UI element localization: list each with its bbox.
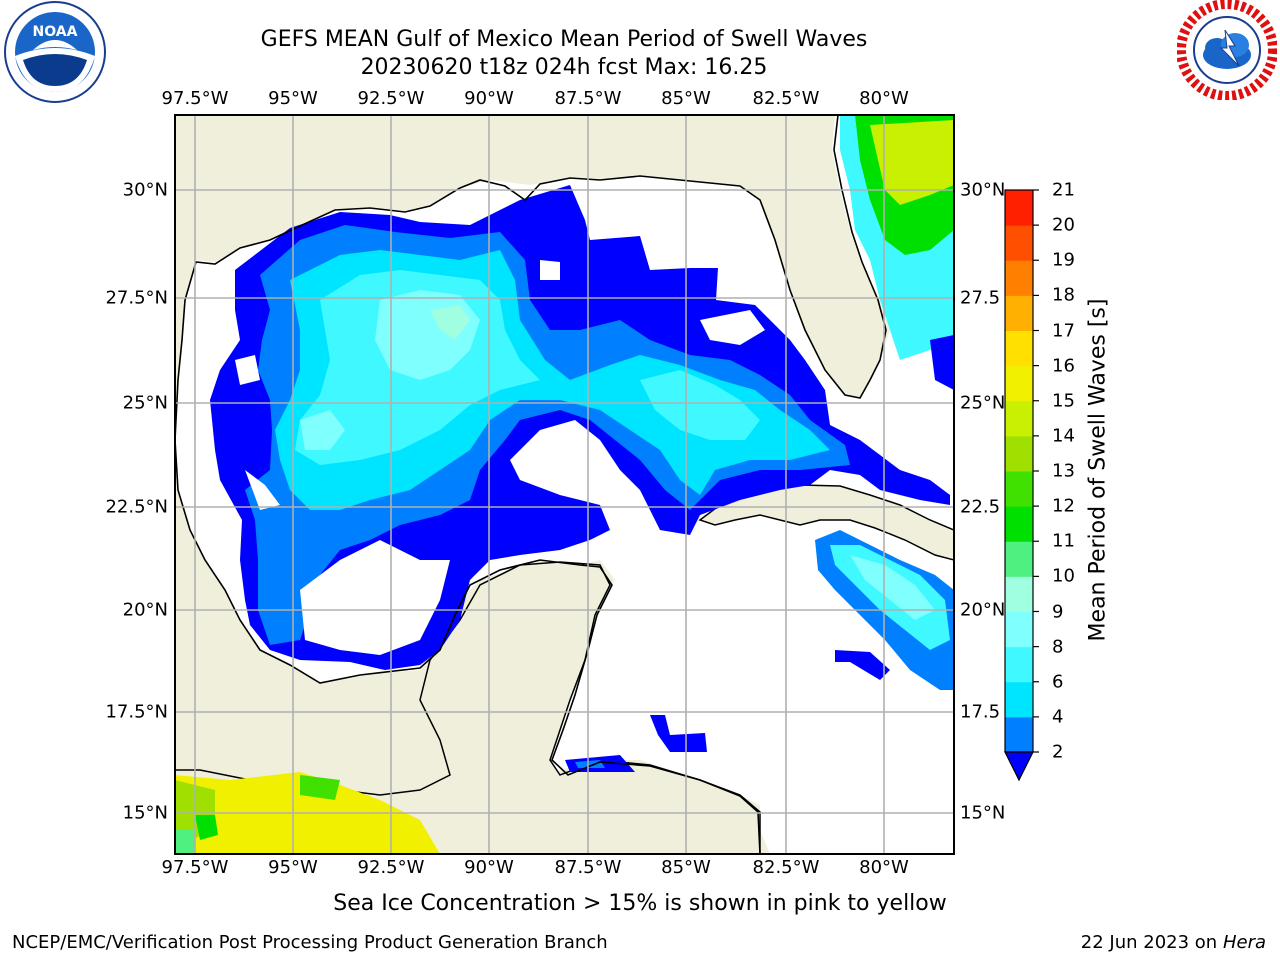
colorbar-tick-label: 17 [1052, 320, 1075, 341]
lon-label-top: 97.5°W [161, 88, 229, 109]
colorbar-segment [1005, 541, 1033, 577]
colorbar-tick-label: 21 [1052, 179, 1075, 201]
colorbar-segment [1005, 471, 1033, 507]
chart-title: GEFS MEAN Gulf of Mexico Mean Period of … [260, 27, 868, 52]
lat-label-left: 15°N [122, 802, 168, 824]
lon-label-top: 90°W [464, 88, 514, 109]
colorbar-tick-label: 8 [1052, 636, 1064, 658]
graticule [175, 115, 954, 854]
lon-label-top: 82.5°W [752, 88, 820, 109]
colorbar-segment [1005, 435, 1033, 472]
lon-label-bottom: 95°W [268, 857, 318, 878]
colorbar-segment [1005, 576, 1033, 612]
credit-line: NCEP/EMC/Verification Post Processing Pr… [12, 932, 608, 953]
chart-subtitle: 20230620 t18z 024h fcst Max: 16.25 [360, 55, 768, 80]
lat-label-right: 27.5 [960, 287, 1001, 309]
noaa-logo: NOAA [4, 1, 106, 103]
lon-label-bottom: 92.5°W [357, 857, 425, 878]
lat-label-right: 20°N [960, 599, 1006, 621]
lon-label-top: 80°W [859, 88, 909, 109]
colorbar-segment [1005, 400, 1033, 437]
lat-label-left: 22.5°N [105, 496, 168, 518]
colorbar-segment [1005, 260, 1033, 296]
lon-label-bottom: 87.5°W [554, 857, 622, 878]
map-frame [174, 114, 955, 855]
colorbar-segment [1005, 506, 1033, 542]
lon-label-top: 85°W [661, 88, 711, 109]
colorbar-segment [1005, 190, 1033, 226]
lat-label-right: 17.5 [960, 701, 1001, 723]
nws-logo [1177, 0, 1277, 100]
colorbar-segment [1005, 681, 1033, 718]
colorbar-tick-label: 15 [1052, 390, 1075, 412]
svg-text:NOAA: NOAA [33, 24, 78, 40]
colorbar-segment [1005, 646, 1033, 683]
lat-label-left: 20°N [122, 599, 168, 621]
lat-label-left: 27.5°N [105, 287, 168, 309]
colorbar-tick-label: 14 [1052, 425, 1075, 447]
run-date: 22 Jun 2023 on Hera [1080, 932, 1266, 953]
lat-label-right: 25°N [960, 392, 1006, 414]
colorbar-tick-label: 2 [1052, 741, 1064, 763]
lat-label-left: 17.5°N [105, 701, 168, 723]
colorbar-segment [1005, 295, 1033, 331]
lat-label-left: 25°N [122, 392, 168, 414]
colorbar-segment [1005, 716, 1033, 753]
cuba [698, 484, 954, 561]
lon-label-bottom: 97.5°W [161, 857, 229, 878]
lon-label-bottom: 82.5°W [752, 857, 820, 878]
lon-label-top: 92.5°W [357, 88, 425, 109]
sea-ice-note: Sea Ice Concentration > 15% is shown in … [333, 891, 947, 916]
colorbar-tick-label: 13 [1052, 460, 1075, 482]
colorbar-tick-label: 12 [1052, 495, 1075, 517]
colorbar-segment [1005, 611, 1033, 648]
colorbar-segment [1005, 225, 1033, 261]
colorbar-segment [1005, 330, 1033, 367]
colorbar-tick-label: 16 [1052, 355, 1075, 377]
lon-label-top: 95°W [268, 88, 318, 109]
colorbar-tick-label: 18 [1052, 284, 1075, 306]
colorbar-label: Mean Period of Swell Waves [s] [1085, 298, 1111, 642]
lon-label-top: 87.5°W [554, 88, 622, 109]
colorbar-tick-label: 10 [1052, 565, 1075, 587]
colorbar-tick-label: 4 [1052, 706, 1064, 728]
colorbar-tick-label: 9 [1052, 601, 1064, 622]
colorbar-tick-label: 20 [1052, 214, 1075, 236]
lon-label-bottom: 85°W [661, 857, 711, 878]
lat-label-right: 30°N [960, 179, 1006, 201]
colorbar-tick-label: 6 [1052, 671, 1064, 693]
lat-label-left: 30°N [122, 179, 168, 201]
lat-label-right: 15°N [960, 802, 1006, 824]
swell-field [175, 115, 954, 854]
lon-label-bottom: 80°W [859, 857, 909, 878]
colorbar-tick-label: 11 [1052, 530, 1075, 552]
colorbar-tick-label: 19 [1052, 249, 1075, 271]
colorbar-extend-triangle [1004, 751, 1034, 782]
lon-label-bottom: 90°W [464, 857, 514, 878]
lat-label-right: 22.5 [960, 496, 1001, 518]
colorbar-segment [1005, 365, 1033, 402]
